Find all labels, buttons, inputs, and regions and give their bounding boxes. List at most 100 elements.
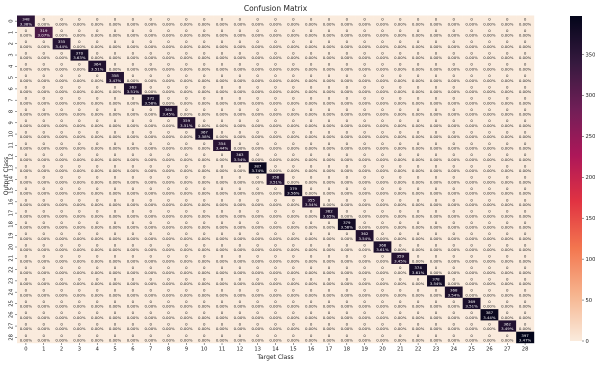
cell-percent-label: 0.00%	[483, 21, 496, 26]
cell-percent-label: 0.00%	[180, 112, 193, 117]
cell-percent-label: 0.00%	[127, 236, 140, 241]
cell-percent-label: 0.00%	[430, 33, 443, 38]
cell-percent-label: 0.00%	[305, 146, 318, 151]
cell-percent-label: 0.00%	[180, 89, 193, 94]
cell-percent-label: 0.00%	[341, 157, 354, 162]
cell-percent-label: 0.00%	[465, 247, 478, 252]
cell-percent-label: 0.00%	[501, 157, 514, 162]
cell-percent-label: 0.00%	[20, 44, 33, 49]
cell-percent-label: 0.00%	[20, 225, 33, 230]
x-tick-label: 17	[326, 347, 333, 353]
cell-percent-label: 0.00%	[127, 66, 140, 71]
cell-percent-label: 0.00%	[430, 123, 443, 128]
cell-percent-label: 0.00%	[216, 89, 229, 94]
cell-percent-label: 0.00%	[358, 292, 371, 297]
cell-percent-label: 0.00%	[483, 157, 496, 162]
cell-percent-label: 0.00%	[358, 134, 371, 139]
cell-percent-label: 0.00%	[287, 55, 300, 60]
cell-percent-label: 0.00%	[430, 89, 443, 94]
cell-percent-label: 0.00%	[376, 236, 389, 241]
cell-percent-label: 0.00%	[91, 123, 104, 128]
cell-percent-label: 0.00%	[91, 146, 104, 151]
cell-percent-label: 0.00%	[38, 89, 51, 94]
cell-percent-label: 0.00%	[287, 338, 300, 343]
cell-percent-label: 0.00%	[430, 236, 443, 241]
cell-percent-label: 0.00%	[198, 157, 211, 162]
cell-percent-label: 0.00%	[412, 315, 425, 320]
cell-percent-label: 0.00%	[465, 21, 478, 26]
cell-percent-label: 0.00%	[162, 157, 175, 162]
cell-percent-label: 0.00%	[341, 123, 354, 128]
cell-percent-label: 0.00%	[376, 44, 389, 49]
cell-percent-label: 0.00%	[287, 33, 300, 38]
cell-percent-label: 0.00%	[127, 213, 140, 218]
cell-percent-label: 0.00%	[162, 202, 175, 207]
cell-percent-label: 0.00%	[269, 326, 282, 331]
cell-percent-label: 0.00%	[73, 225, 86, 230]
x-tick-label: 5	[113, 347, 116, 353]
cell-percent-label: 0.00%	[109, 326, 122, 331]
cell-percent-label: 0.00%	[323, 89, 336, 94]
y-tick-label: 25	[9, 300, 15, 307]
cell-percent-label: 0.00%	[465, 33, 478, 38]
cell-percent-label: 0.00%	[519, 78, 532, 83]
cell-percent-label: 0.00%	[251, 326, 264, 331]
cell-percent-label: 0.00%	[430, 157, 443, 162]
cell-percent-label: 3.61%	[376, 247, 389, 252]
cell-percent-label: 0.00%	[376, 168, 389, 173]
cell-percent-label: 0.00%	[20, 202, 33, 207]
cell-percent-label: 0.00%	[412, 247, 425, 252]
cell-percent-label: 0.00%	[448, 315, 461, 320]
cell-percent-label: 0.00%	[483, 179, 496, 184]
y-tick-label: 10	[9, 131, 15, 138]
cell-percent-label: 0.00%	[127, 157, 140, 162]
cell-percent-label: 3.51%	[180, 123, 193, 128]
cell-percent-label: 0.00%	[519, 44, 532, 49]
cell-percent-label: 3.44%	[483, 315, 496, 320]
cell-percent-label: 0.00%	[251, 89, 264, 94]
cell-percent-label: 0.00%	[198, 213, 211, 218]
x-tick-label: 18	[344, 347, 351, 353]
cell-percent-label: 0.00%	[483, 146, 496, 151]
x-tick-label: 10	[201, 347, 208, 353]
x-tick-label: 27	[504, 347, 511, 353]
cell-percent-label: 0.00%	[162, 44, 175, 49]
cell-percent-label: 0.00%	[305, 213, 318, 218]
x-tick-label: 1	[42, 347, 45, 353]
cell-percent-label: 0.00%	[216, 55, 229, 60]
y-tick-label: 9	[9, 121, 15, 124]
y-tick-label: 12	[9, 153, 15, 160]
cell-percent-label: 0.00%	[341, 191, 354, 196]
cell-percent-label: 0.00%	[162, 315, 175, 320]
cell-percent-label: 0.00%	[162, 179, 175, 184]
cell-percent-label: 0.00%	[519, 89, 532, 94]
cell-percent-label: 0.00%	[323, 55, 336, 60]
cell-percent-label: 0.00%	[376, 78, 389, 83]
cell-percent-label: 0.00%	[109, 270, 122, 275]
cell-percent-label: 0.00%	[501, 146, 514, 151]
cell-percent-label: 0.00%	[251, 179, 264, 184]
cell-percent-label: 0.00%	[305, 191, 318, 196]
cell-percent-label: 0.00%	[55, 89, 68, 94]
cell-percent-label: 0.00%	[145, 157, 158, 162]
cell-percent-label: 0.00%	[501, 112, 514, 117]
cell-percent-label: 0.00%	[323, 134, 336, 139]
cell-percent-label: 3.54%	[234, 157, 247, 162]
cell-percent-label: 0.00%	[162, 21, 175, 26]
cell-percent-label: 0.00%	[91, 168, 104, 173]
cell-percent-label: 0.00%	[216, 66, 229, 71]
cell-percent-label: 0.00%	[483, 270, 496, 275]
cell-percent-label: 0.00%	[287, 236, 300, 241]
cell-percent-label: 0.00%	[109, 179, 122, 184]
chart-title: Confusion Matrix	[244, 4, 308, 13]
cell-percent-label: 0.00%	[269, 281, 282, 286]
cell-percent-label: 0.00%	[394, 225, 407, 230]
cell-percent-label: 0.00%	[180, 146, 193, 151]
cell-percent-label: 0.00%	[127, 100, 140, 105]
cell-percent-label: 0.00%	[465, 44, 478, 49]
cell-percent-label: 0.00%	[145, 123, 158, 128]
cell-percent-label: 0.00%	[198, 258, 211, 263]
cell-percent-label: 0.00%	[448, 44, 461, 49]
cell-percent-label: 0.00%	[519, 292, 532, 297]
cell-percent-label: 0.00%	[448, 213, 461, 218]
